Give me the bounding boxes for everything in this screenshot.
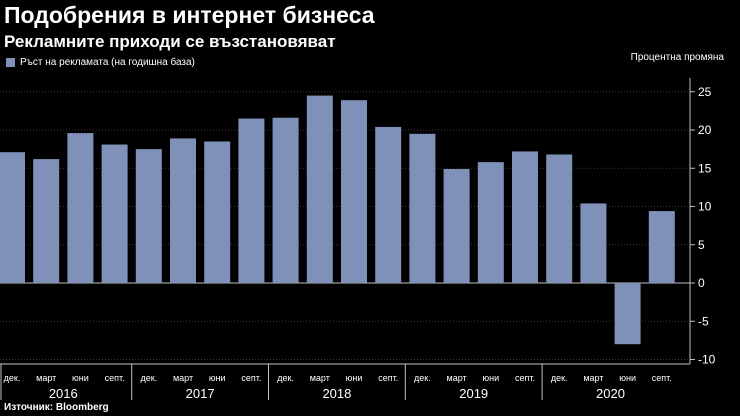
bar [204, 141, 231, 283]
year-label: 2020 [596, 386, 625, 401]
x-tick-label: дек. [277, 373, 294, 383]
x-tick-label: март [36, 373, 56, 383]
x-tick-label: септ. [105, 373, 125, 383]
bar [648, 211, 675, 283]
y-tick-label: 0 [698, 276, 705, 290]
bar [0, 152, 25, 283]
y-axis-ticks: 25 20 15 10 5 0 -5 -10 [689, 78, 716, 367]
bar [33, 159, 60, 283]
page-subtitle: Рекламните приходи се възстановяват [4, 32, 336, 51]
x-tick-label: дек. [551, 373, 568, 383]
y-tick-label: 20 [698, 123, 712, 137]
bar [101, 144, 128, 283]
y-tick-label: 5 [698, 238, 705, 252]
x-tick-label: юни [346, 373, 363, 383]
y-tick-label: 25 [698, 85, 712, 99]
year-label: 2017 [186, 386, 215, 401]
bar [170, 138, 196, 283]
bar [341, 100, 367, 283]
y-axis-label: Процентна промяна [630, 52, 724, 63]
x-tick-label: септ. [515, 373, 535, 383]
bar [409, 133, 436, 283]
x-tick-label: март [310, 373, 330, 383]
year-label: 2018 [322, 386, 351, 401]
bar [477, 162, 504, 283]
x-tick-label: дек. [140, 373, 157, 383]
x-tick-label: март [447, 373, 467, 383]
x-tick-label: март [173, 373, 193, 383]
year-label: 2019 [459, 386, 488, 401]
bar [135, 149, 162, 283]
y-tick-label: 10 [698, 200, 712, 214]
x-tick-label: юни [619, 373, 636, 383]
x-tick-label: юни [72, 373, 89, 383]
bar [546, 154, 573, 283]
legend-swatch [6, 58, 15, 67]
legend-label: Ръст на рекламата (на годишна база) [20, 57, 195, 68]
x-tick-label: септ. [652, 373, 672, 383]
bar [67, 133, 94, 283]
bar [614, 283, 641, 345]
bar [375, 126, 402, 283]
x-tick-label: септ. [241, 373, 261, 383]
page-title: Подобрения в интернет бизнеса [4, 2, 375, 28]
x-tick-label: дек. [4, 373, 21, 383]
bar [238, 118, 265, 284]
x-tick-label: дек. [414, 373, 431, 383]
y-tick-label: -5 [698, 314, 709, 328]
bars [0, 95, 675, 345]
year-label: 2016 [49, 386, 78, 401]
bar [443, 169, 470, 283]
x-axis: дек. март юни септ. дек. март юни септ. дек. март… [0, 363, 690, 401]
x-tick-label: юни [482, 373, 499, 383]
bar [512, 151, 538, 283]
legend: Ръст на рекламата (на годишна база) [6, 57, 195, 68]
bar [272, 117, 299, 283]
y-tick-label: 15 [698, 161, 712, 175]
x-tick-label: септ. [378, 373, 398, 383]
x-tick-label: юни [209, 373, 226, 383]
source-note: Източник: Bloomberg [4, 402, 109, 413]
x-tick-label: март [583, 373, 603, 383]
bar [580, 203, 607, 283]
y-tick-label: -10 [698, 353, 716, 367]
bar [306, 95, 333, 283]
